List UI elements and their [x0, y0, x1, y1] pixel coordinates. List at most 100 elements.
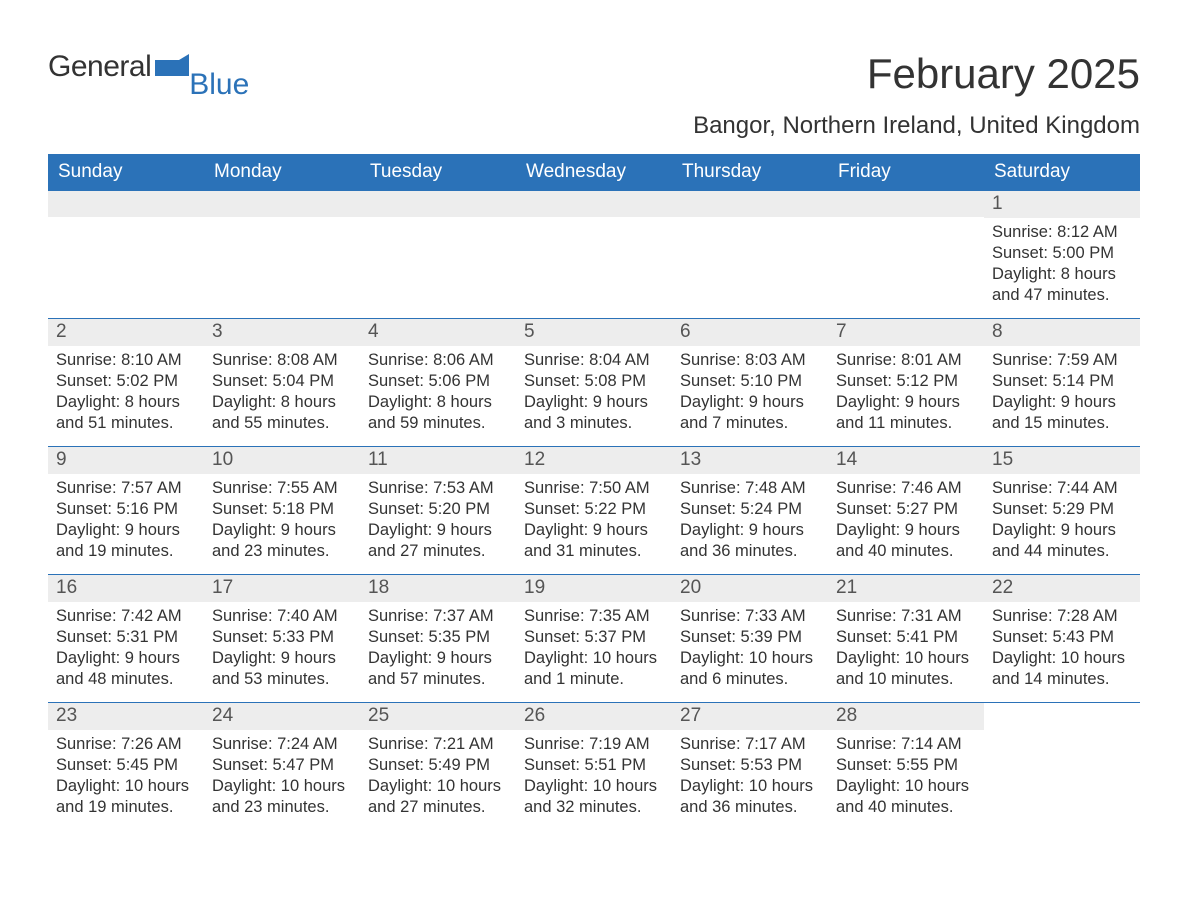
day-info: Sunrise: 7:42 AMSunset: 5:31 PMDaylight:…	[48, 602, 204, 696]
day-cell: 20Sunrise: 7:33 AMSunset: 5:39 PMDayligh…	[672, 575, 828, 703]
day-header: Wednesday	[516, 154, 672, 191]
day-number: 24	[204, 703, 360, 730]
day-number: 14	[828, 447, 984, 474]
day-cell: 1Sunrise: 8:12 AMSunset: 5:00 PMDaylight…	[984, 191, 1140, 319]
empty-day-bar	[672, 191, 828, 217]
day-number: 19	[516, 575, 672, 602]
calendar-table: SundayMondayTuesdayWednesdayThursdayFrid…	[48, 154, 1140, 831]
day-cell: 10Sunrise: 7:55 AMSunset: 5:18 PMDayligh…	[204, 447, 360, 575]
day-number: 10	[204, 447, 360, 474]
day-number: 11	[360, 447, 516, 474]
day-info: Sunrise: 8:01 AMSunset: 5:12 PMDaylight:…	[828, 346, 984, 440]
day-cell: 26Sunrise: 7:19 AMSunset: 5:51 PMDayligh…	[516, 703, 672, 831]
day-info: Sunrise: 7:53 AMSunset: 5:20 PMDaylight:…	[360, 474, 516, 568]
day-header: Saturday	[984, 154, 1140, 191]
day-number: 9	[48, 447, 204, 474]
day-cell: 14Sunrise: 7:46 AMSunset: 5:27 PMDayligh…	[828, 447, 984, 575]
day-cell: 27Sunrise: 7:17 AMSunset: 5:53 PMDayligh…	[672, 703, 828, 831]
week-row: 1Sunrise: 8:12 AMSunset: 5:00 PMDaylight…	[48, 191, 1140, 319]
day-cell: 15Sunrise: 7:44 AMSunset: 5:29 PMDayligh…	[984, 447, 1140, 575]
day-cell: 5Sunrise: 8:04 AMSunset: 5:08 PMDaylight…	[516, 319, 672, 447]
day-info: Sunrise: 7:44 AMSunset: 5:29 PMDaylight:…	[984, 474, 1140, 568]
day-number: 28	[828, 703, 984, 730]
empty-day-bar	[48, 191, 204, 217]
day-info: Sunrise: 8:10 AMSunset: 5:02 PMDaylight:…	[48, 346, 204, 440]
day-cell: 23Sunrise: 7:26 AMSunset: 5:45 PMDayligh…	[48, 703, 204, 831]
empty-day-bar	[516, 191, 672, 217]
day-info: Sunrise: 7:19 AMSunset: 5:51 PMDaylight:…	[516, 730, 672, 824]
day-number: 16	[48, 575, 204, 602]
day-number: 26	[516, 703, 672, 730]
day-number: 7	[828, 319, 984, 346]
day-info: Sunrise: 7:33 AMSunset: 5:39 PMDaylight:…	[672, 602, 828, 696]
title-block: February 2025 Bangor, Northern Ireland, …	[693, 50, 1140, 148]
day-info: Sunrise: 8:03 AMSunset: 5:10 PMDaylight:…	[672, 346, 828, 440]
day-cell: 21Sunrise: 7:31 AMSunset: 5:41 PMDayligh…	[828, 575, 984, 703]
day-cell: 12Sunrise: 7:50 AMSunset: 5:22 PMDayligh…	[516, 447, 672, 575]
day-number: 2	[48, 319, 204, 346]
day-header: Tuesday	[360, 154, 516, 191]
day-cell: 28Sunrise: 7:14 AMSunset: 5:55 PMDayligh…	[828, 703, 984, 831]
day-cell: 18Sunrise: 7:37 AMSunset: 5:35 PMDayligh…	[360, 575, 516, 703]
day-number: 13	[672, 447, 828, 474]
day-info: Sunrise: 7:59 AMSunset: 5:14 PMDaylight:…	[984, 346, 1140, 440]
day-header: Sunday	[48, 154, 204, 191]
day-cell: 8Sunrise: 7:59 AMSunset: 5:14 PMDaylight…	[984, 319, 1140, 447]
empty-cell	[672, 191, 828, 319]
day-info: Sunrise: 7:24 AMSunset: 5:47 PMDaylight:…	[204, 730, 360, 824]
day-header: Monday	[204, 154, 360, 191]
day-info: Sunrise: 7:46 AMSunset: 5:27 PMDaylight:…	[828, 474, 984, 568]
week-row: 2Sunrise: 8:10 AMSunset: 5:02 PMDaylight…	[48, 319, 1140, 447]
day-info: Sunrise: 7:37 AMSunset: 5:35 PMDaylight:…	[360, 602, 516, 696]
day-cell: 6Sunrise: 8:03 AMSunset: 5:10 PMDaylight…	[672, 319, 828, 447]
day-number: 25	[360, 703, 516, 730]
day-cell: 22Sunrise: 7:28 AMSunset: 5:43 PMDayligh…	[984, 575, 1140, 703]
day-info: Sunrise: 8:06 AMSunset: 5:06 PMDaylight:…	[360, 346, 516, 440]
header: General Blue February 2025 Bangor, North…	[48, 50, 1140, 148]
day-info: Sunrise: 7:14 AMSunset: 5:55 PMDaylight:…	[828, 730, 984, 824]
day-number: 17	[204, 575, 360, 602]
day-number: 18	[360, 575, 516, 602]
day-cell: 19Sunrise: 7:35 AMSunset: 5:37 PMDayligh…	[516, 575, 672, 703]
day-info: Sunrise: 7:48 AMSunset: 5:24 PMDaylight:…	[672, 474, 828, 568]
logo-text-general: General	[48, 50, 151, 84]
empty-cell	[48, 191, 204, 319]
day-cell: 4Sunrise: 8:06 AMSunset: 5:06 PMDaylight…	[360, 319, 516, 447]
day-info: Sunrise: 8:12 AMSunset: 5:00 PMDaylight:…	[984, 218, 1140, 312]
empty-day-bar	[828, 191, 984, 217]
empty-cell	[360, 191, 516, 319]
day-cell: 2Sunrise: 8:10 AMSunset: 5:02 PMDaylight…	[48, 319, 204, 447]
month-title: February 2025	[693, 50, 1140, 98]
day-info: Sunrise: 7:40 AMSunset: 5:33 PMDaylight:…	[204, 602, 360, 696]
day-info: Sunrise: 8:08 AMSunset: 5:04 PMDaylight:…	[204, 346, 360, 440]
week-row: 16Sunrise: 7:42 AMSunset: 5:31 PMDayligh…	[48, 575, 1140, 703]
day-info: Sunrise: 7:21 AMSunset: 5:49 PMDaylight:…	[360, 730, 516, 824]
empty-day-bar	[204, 191, 360, 217]
day-cell: 25Sunrise: 7:21 AMSunset: 5:49 PMDayligh…	[360, 703, 516, 831]
day-number: 5	[516, 319, 672, 346]
day-info: Sunrise: 7:50 AMSunset: 5:22 PMDaylight:…	[516, 474, 672, 568]
day-info: Sunrise: 8:04 AMSunset: 5:08 PMDaylight:…	[516, 346, 672, 440]
empty-cell	[984, 703, 1140, 831]
day-number: 1	[984, 191, 1140, 218]
empty-day-bar	[360, 191, 516, 217]
logo: General Blue	[48, 50, 249, 84]
day-number: 23	[48, 703, 204, 730]
day-header: Thursday	[672, 154, 828, 191]
day-number: 21	[828, 575, 984, 602]
logo-text-blue: Blue	[189, 68, 249, 102]
day-number: 8	[984, 319, 1140, 346]
day-number: 4	[360, 319, 516, 346]
day-number: 22	[984, 575, 1140, 602]
day-cell: 7Sunrise: 8:01 AMSunset: 5:12 PMDaylight…	[828, 319, 984, 447]
day-number: 3	[204, 319, 360, 346]
day-info: Sunrise: 7:31 AMSunset: 5:41 PMDaylight:…	[828, 602, 984, 696]
location: Bangor, Northern Ireland, United Kingdom	[693, 112, 1140, 140]
day-number: 6	[672, 319, 828, 346]
empty-cell	[204, 191, 360, 319]
day-cell: 24Sunrise: 7:24 AMSunset: 5:47 PMDayligh…	[204, 703, 360, 831]
day-cell: 17Sunrise: 7:40 AMSunset: 5:33 PMDayligh…	[204, 575, 360, 703]
day-number: 12	[516, 447, 672, 474]
day-number: 27	[672, 703, 828, 730]
day-info: Sunrise: 7:26 AMSunset: 5:45 PMDaylight:…	[48, 730, 204, 824]
